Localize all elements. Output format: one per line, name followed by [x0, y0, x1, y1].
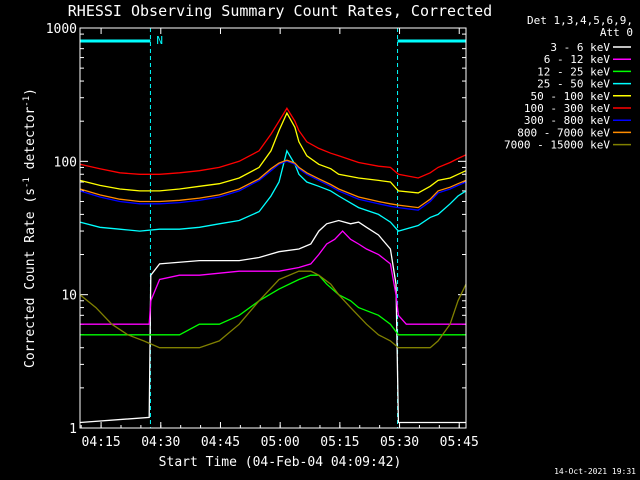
- x-tick-label: 04:30: [141, 435, 180, 450]
- plot-area: 04:15 04:30 04:45 05:00 05:15 05:30 05:45 1 10 10…: [46, 22, 479, 450]
- timestamp: 14-Oct-2021 19:31: [554, 467, 636, 476]
- series-line: [80, 274, 466, 336]
- chart-title: RHESSI Observing Summary Count Rates, Co…: [68, 2, 492, 20]
- y-tick-label: 100: [54, 155, 77, 170]
- y-axis-label-mid: detector: [23, 107, 38, 178]
- x-tick-label: 05:00: [261, 435, 300, 450]
- legend-label: 7000 - 15000 keV: [504, 139, 610, 152]
- legend-label: 12 - 25 keV: [537, 65, 610, 78]
- y-axis-label-sup2: -1: [22, 96, 32, 107]
- series-line: [79, 159, 467, 209]
- series-line: [79, 107, 467, 179]
- night-flag-label: N: [156, 34, 163, 47]
- y-axis-label: Corrected Count Rate (s-1 detector-1): [22, 88, 38, 368]
- tick-layer: 04:15 04:30 04:45 05:00 05:15 05:30 05:45 1 10 10…: [46, 22, 479, 450]
- plot-frame: [79, 27, 467, 429]
- legend-label: 6 - 12 keV: [544, 53, 611, 66]
- legend-label: 3 - 6 keV: [550, 41, 610, 54]
- legend-label: 25 - 50 keV: [537, 78, 610, 91]
- x-tick-label: 05:30: [380, 435, 419, 450]
- x-tick-label: 04:15: [82, 435, 121, 450]
- x-tick-label: 05:15: [320, 435, 359, 450]
- x-tick-label: 04:45: [201, 435, 240, 450]
- series-line: [80, 230, 466, 325]
- x-tick-label: 05:45: [440, 435, 479, 450]
- y-axis-label-main: Corrected Count Rate (s: [23, 188, 38, 368]
- y-axis-label-sup1: -1: [22, 177, 32, 188]
- night-flag-layer: N: [80, 28, 466, 428]
- series-line: [79, 111, 467, 194]
- legend-label: 800 - 7000 keV: [517, 126, 610, 139]
- legend-header-line1: Det 1,3,4,5,6,9,: [527, 14, 633, 27]
- legend-label: 100 - 300 keV: [524, 102, 610, 115]
- legend-header-line2: Att 0: [600, 26, 633, 39]
- series-line: [79, 219, 466, 424]
- y-tick-label: 1: [69, 422, 77, 437]
- series-line: [79, 160, 467, 211]
- series-line: [79, 149, 467, 232]
- y-axis-label-end: ): [23, 88, 38, 96]
- series-layer: [79, 107, 467, 424]
- legend-label: 50 - 100 keV: [531, 90, 611, 103]
- series-line: [79, 270, 467, 349]
- y-tick-label: 1000: [46, 22, 77, 37]
- legend-label: 300 - 800 keV: [524, 114, 610, 127]
- x-axis-label: Start Time (04-Feb-04 04:09:42): [159, 455, 402, 470]
- y-tick-label: 10: [61, 289, 77, 304]
